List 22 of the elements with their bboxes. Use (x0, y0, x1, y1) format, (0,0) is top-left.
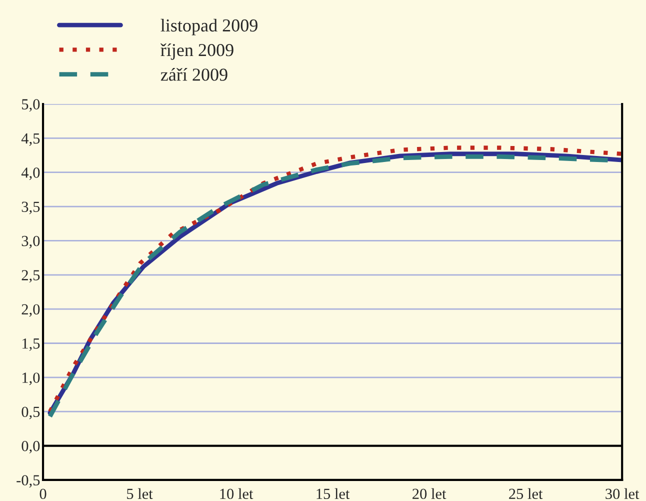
x-tick-label: 15 let (316, 488, 350, 500)
y-tick-label: 4,5 (21, 133, 40, 146)
x-tick-label: 10 let (220, 488, 254, 500)
y-tick-label: 5,0 (22, 99, 40, 112)
y-tick-label: 1,0 (22, 372, 40, 386)
y-tick-label: 0,5 (22, 406, 40, 420)
x-tick-label: 25 let (509, 488, 543, 500)
y-tick-label: 3,5 (22, 202, 40, 214)
y-tick-label: 3,0 (22, 236, 40, 248)
y-tick-label: 0,0 (22, 440, 40, 454)
x-tick-label: 30 let (606, 488, 640, 500)
legend-label: říjen 2009 (160, 43, 234, 60)
x-tick-label: 0 (40, 488, 46, 500)
y-tick-label: 2,5 (22, 270, 40, 283)
y-tick-label: 4,0 (21, 168, 40, 180)
y-tick-label: 1,5 (22, 338, 40, 351)
legend-label: listopad 2009 (160, 18, 258, 36)
x-tick-label: 20 let (412, 488, 446, 500)
x-tick-label: 5 let (127, 488, 153, 500)
legend-label: září 2009 (160, 68, 228, 81)
y-tick-label: -0,5 (16, 475, 40, 488)
y-tick-label: 2,0 (22, 304, 40, 317)
